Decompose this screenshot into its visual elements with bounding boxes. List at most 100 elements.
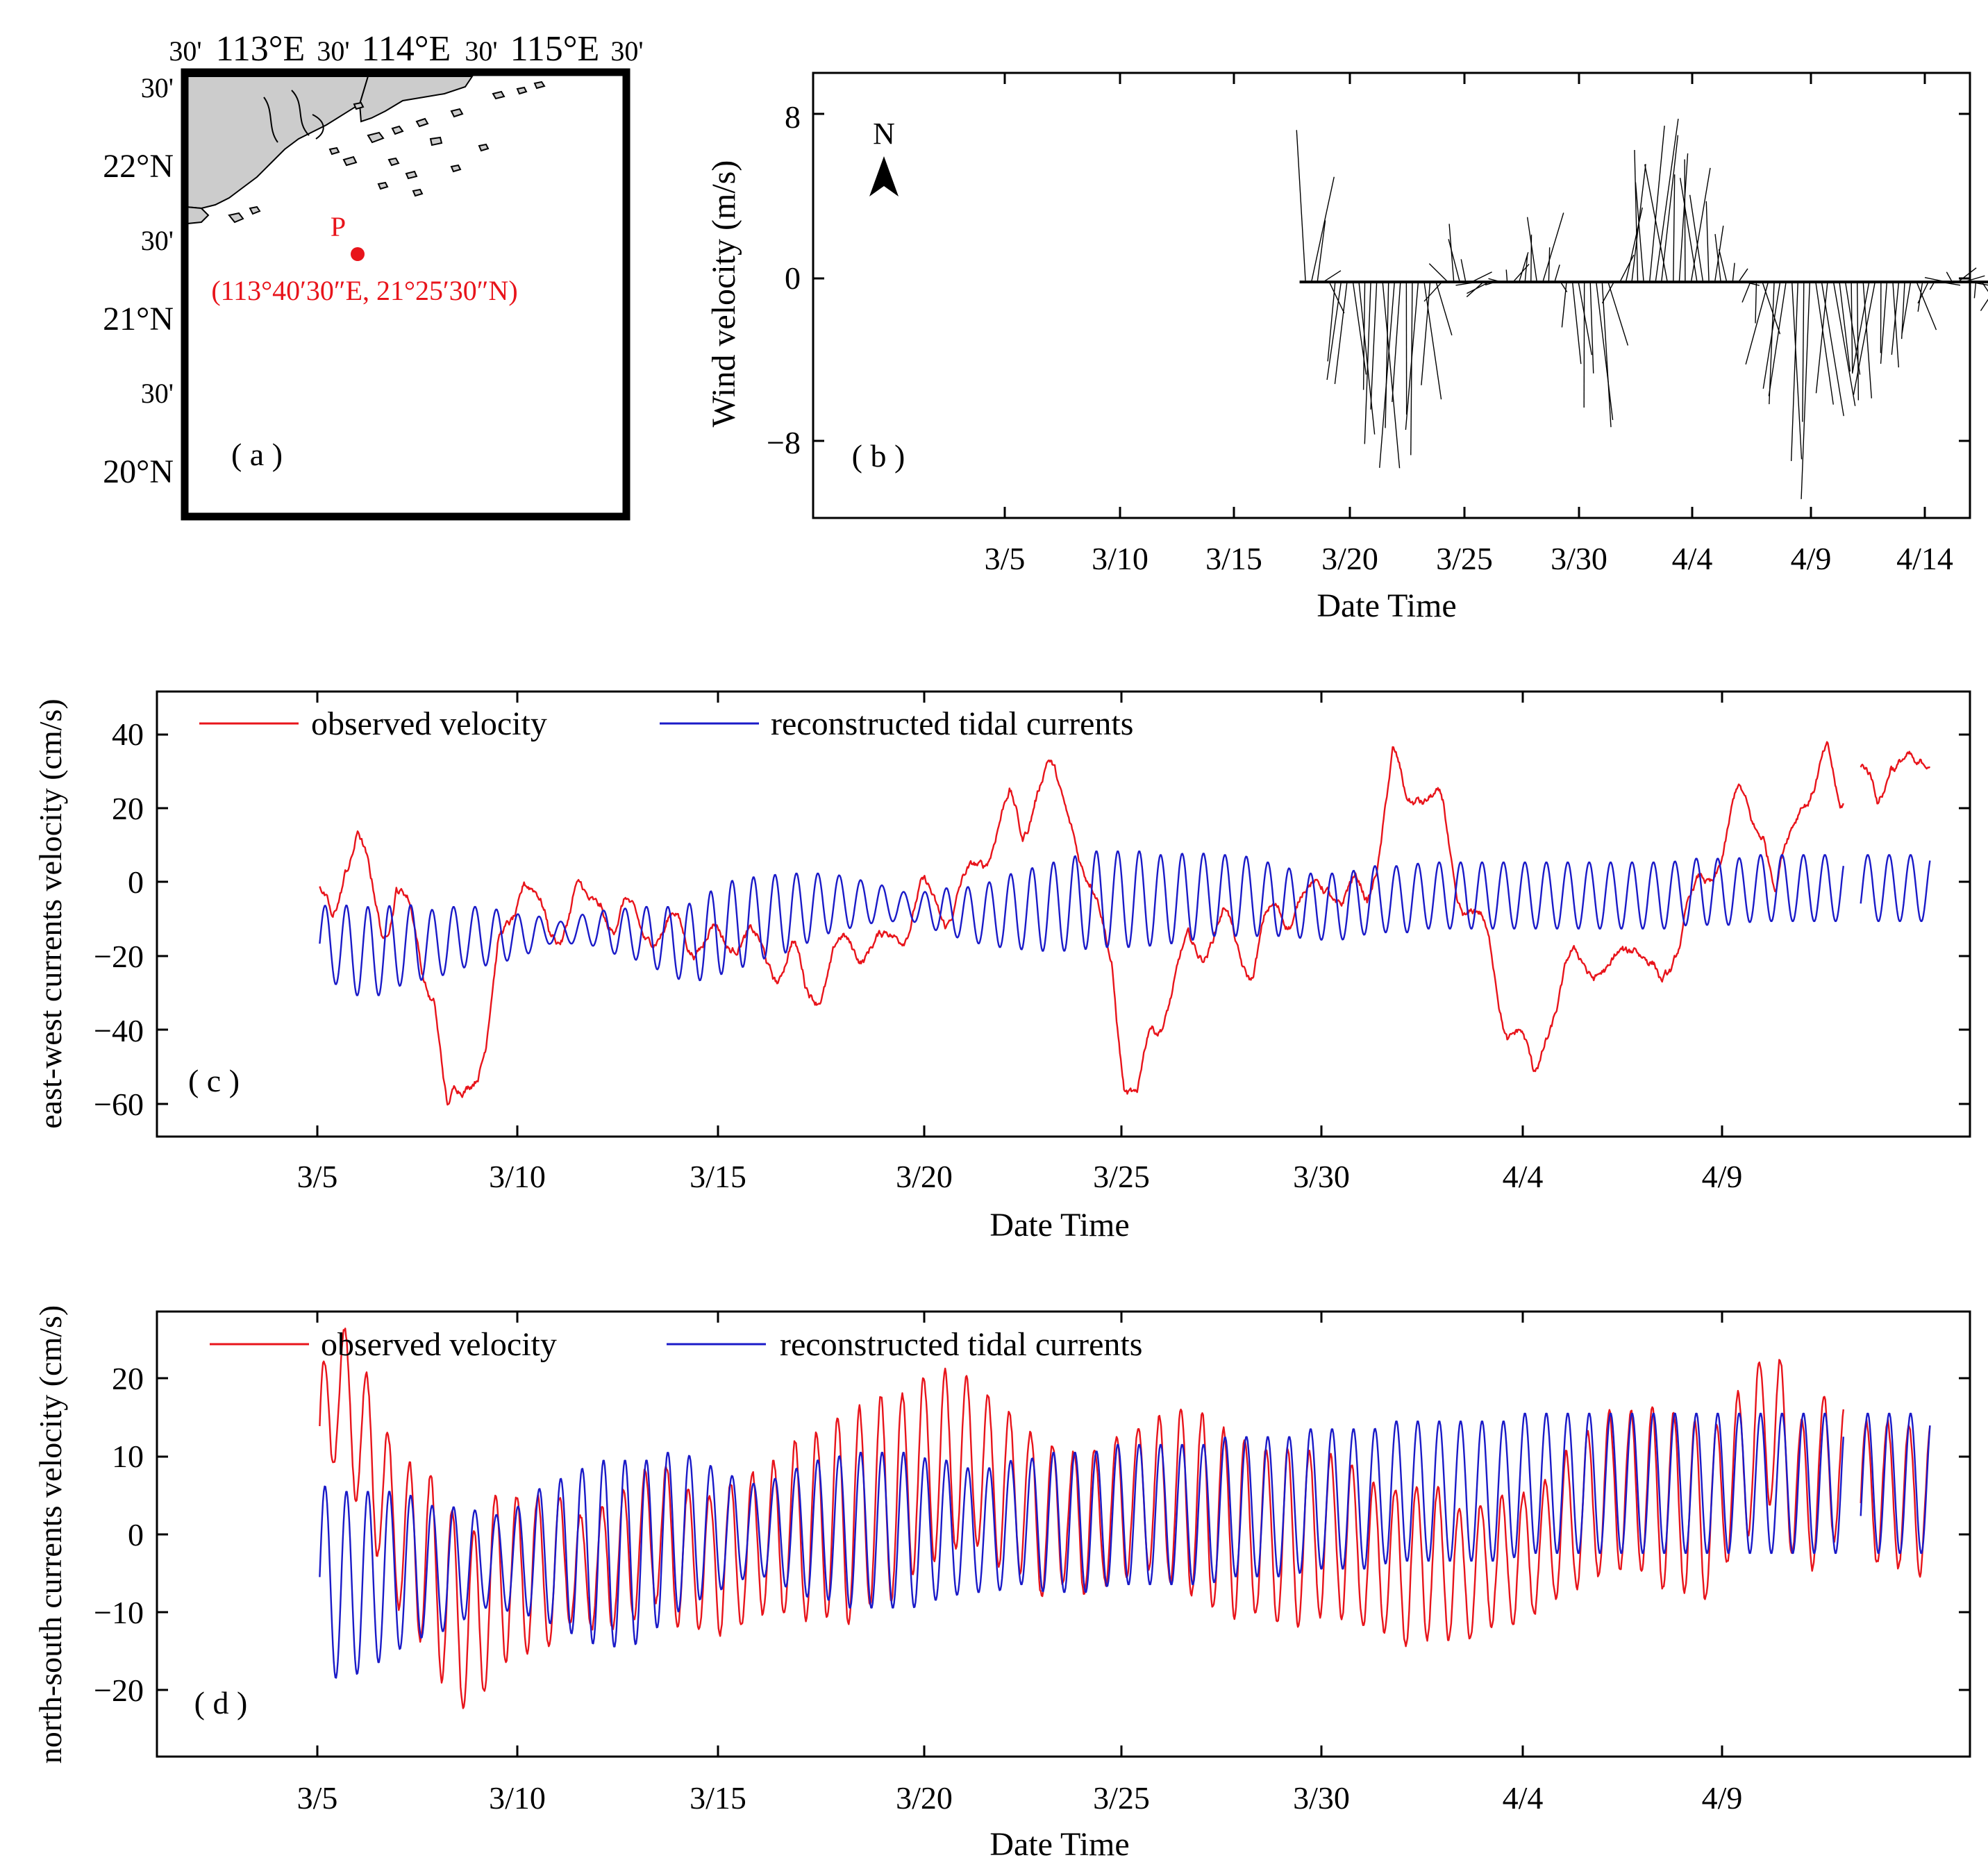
map-x-tick-label: 113°E — [216, 29, 306, 69]
north-south-series — [319, 1328, 1931, 1709]
wind-stick — [1392, 282, 1401, 403]
wind-stick — [1485, 281, 1496, 286]
ew-x-tick-label: 4/9 — [1702, 1159, 1743, 1194]
wind-stick — [1916, 281, 1937, 330]
north-south-y-tick-labels: 20 10 0 −10 −20 — [94, 1361, 144, 1708]
wind-stick — [1548, 247, 1551, 283]
wind-stick — [1542, 212, 1564, 283]
wind-y-tick-label: 8 — [785, 99, 801, 135]
wind-stick — [1379, 282, 1395, 468]
ns-x-tick-label: 3/10 — [489, 1780, 546, 1816]
map-panel: 30' 113°E 30' 114°E 30' 115°E 30' 30' 22… — [103, 29, 644, 521]
east-west-axis-ticks — [157, 692, 1970, 1137]
map-x-ticks: 30' 113°E 30' 114°E 30' 115°E 30' — [169, 29, 643, 69]
wind-stick — [1762, 281, 1781, 335]
ns-y-tick-label: 20 — [112, 1361, 144, 1396]
wind-stick — [1901, 281, 1912, 334]
wind-stick — [1917, 281, 1923, 312]
east-west-x-tick-labels: 3/5 3/10 3/15 3/20 3/25 3/30 4/4 4/9 — [297, 1159, 1743, 1194]
map-y-tick-label: 20°N — [103, 453, 174, 490]
legend-label-observed: observed velocity — [311, 705, 547, 742]
ew-x-tick-label: 4/4 — [1503, 1159, 1544, 1194]
wind-x-tick-label: 3/20 — [1321, 541, 1378, 576]
ns-y-tick-label: 10 — [112, 1439, 144, 1474]
wind-stick — [1714, 226, 1724, 283]
wind-plot-frame — [812, 72, 1971, 519]
site-coordinates: (113°40′30″E, 21°25′30″N) — [211, 275, 517, 306]
wind-stick — [1929, 281, 1935, 290]
ew-x-tick-label: 3/15 — [690, 1159, 746, 1194]
ew-y-tick-label: −40 — [94, 1013, 144, 1048]
map-x-tick-label: 30' — [610, 35, 643, 67]
wind-stick — [1924, 276, 1946, 283]
wind-stick — [1410, 282, 1413, 455]
east-west-legend: observed velocity reconstructed tidal cu… — [199, 705, 1133, 742]
map-x-tick-label: 114°E — [362, 29, 451, 69]
legend-label-reconstructed: reconstructed tidal currents — [780, 1326, 1142, 1363]
wind-x-tick-label: 4/9 — [1791, 541, 1832, 576]
wind-stick — [1644, 164, 1668, 283]
wind-y-axis-title: Wind velocity (m/s) — [705, 160, 742, 428]
wind-stick — [1405, 282, 1419, 430]
wind-stick — [1323, 270, 1342, 283]
map-x-tick-label: 115°E — [510, 29, 600, 69]
ns-x-tick-label: 3/15 — [690, 1780, 746, 1816]
wind-stick — [1790, 282, 1798, 462]
wind-stick — [1519, 252, 1529, 283]
wind-panel: 8 0 −8 3/5 3/10 3/15 3/20 3/25 3/30 4/4 … — [705, 72, 1988, 624]
map-x-tick-label: 30' — [465, 35, 497, 67]
wind-stick — [1488, 278, 1502, 283]
ew-y-tick-label: 40 — [112, 717, 144, 752]
north-label: N — [873, 117, 895, 151]
wind-stick — [1832, 281, 1856, 406]
wind-x-tick-label: 3/15 — [1205, 541, 1262, 576]
wind-stick — [1844, 281, 1861, 375]
tidal-currents-line — [319, 1412, 1931, 1679]
wind-stick — [1364, 282, 1371, 444]
observed-velocity-line — [319, 1328, 1931, 1709]
map-x-tick-label: 30' — [317, 35, 349, 67]
north-south-axis-ticks — [157, 1312, 1970, 1757]
wind-x-tick-label: 4/14 — [1896, 541, 1953, 576]
wind-stick — [1327, 282, 1336, 362]
ns-y-tick-label: 0 — [128, 1517, 144, 1552]
wind-stick — [1718, 249, 1728, 283]
wind-stick — [1755, 282, 1757, 324]
wind-stick — [1448, 224, 1455, 283]
wind-stick — [1768, 281, 1787, 396]
ns-y-tick-label: −20 — [94, 1673, 144, 1708]
wind-stick — [1769, 282, 1775, 405]
wind-stick — [1421, 282, 1431, 385]
ew-x-tick-label: 3/20 — [896, 1159, 953, 1194]
east-west-plot-frame — [156, 690, 1971, 1138]
wind-stick — [1334, 281, 1348, 385]
wind-stick — [1455, 281, 1478, 286]
panel-label-b: ( b ) — [852, 438, 905, 474]
wind-stick — [1428, 263, 1448, 283]
wind-stick — [1385, 282, 1389, 428]
wind-stick — [1969, 281, 1988, 286]
ew-x-tick-label: 3/5 — [297, 1159, 338, 1194]
wind-stick — [1310, 176, 1335, 283]
wind-stick — [1607, 281, 1629, 346]
wind-stick — [1524, 254, 1528, 283]
ns-y-tick-label: −10 — [94, 1595, 144, 1630]
wind-stick — [1661, 135, 1679, 283]
wind-stick — [1635, 182, 1644, 283]
map-x-tick-label: 30' — [169, 35, 201, 67]
wind-stick — [1554, 265, 1560, 283]
legend-label-reconstructed: reconstructed tidal currents — [771, 705, 1133, 742]
wind-y-tick-label: 0 — [785, 260, 801, 296]
wind-stick — [1634, 149, 1639, 283]
tidal-currents-line — [319, 851, 1931, 996]
east-west-y-tick-labels: 40 20 0 −20 −40 −60 — [94, 717, 144, 1122]
map-y-tick-label: 22°N — [103, 148, 174, 185]
wind-stick — [1851, 282, 1853, 374]
wind-stick — [1589, 282, 1594, 374]
wind-stick — [1732, 262, 1735, 283]
observed-velocity-line — [319, 741, 1931, 1106]
wind-stick — [1981, 281, 1988, 292]
wind-sticks — [1296, 118, 1988, 499]
wind-stick — [1467, 281, 1490, 294]
north-south-y-axis-title: north-south currents velocity (cm/s) — [33, 1305, 68, 1764]
